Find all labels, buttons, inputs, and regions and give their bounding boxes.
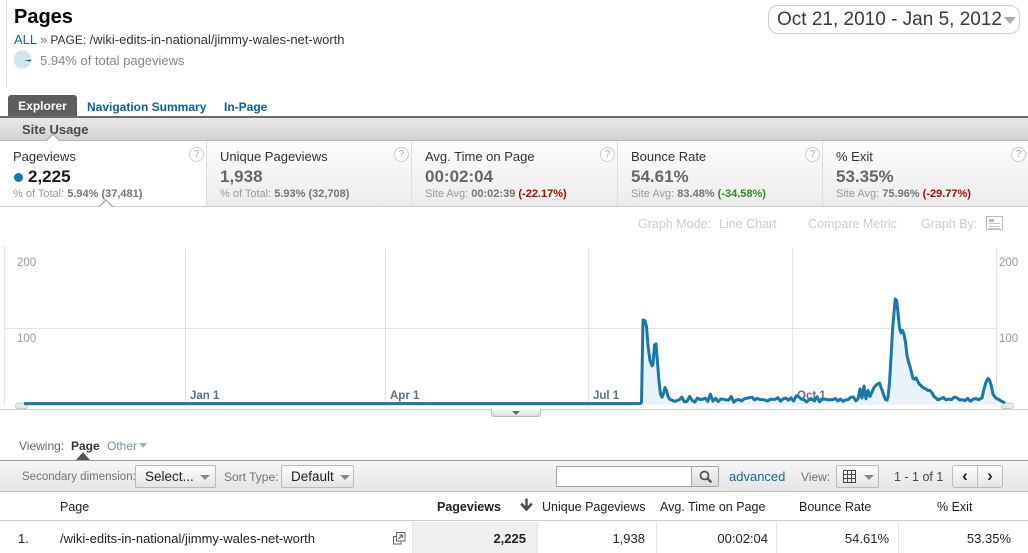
svg-text:Jul 1: Jul 1 [593,390,620,402]
svg-text:200: 200 [17,257,36,269]
svg-text:Jan 1: Jan 1 [190,390,220,402]
svg-text:200: 200 [999,257,1018,269]
svg-text:100: 100 [17,333,36,345]
svg-text:100: 100 [999,333,1018,345]
svg-text:Apr 1: Apr 1 [390,390,420,402]
